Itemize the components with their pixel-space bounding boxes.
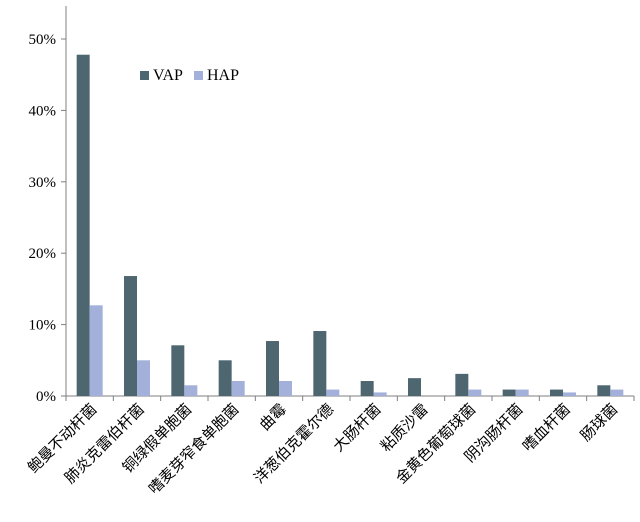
legend-swatch-vap: [140, 71, 149, 80]
bar-vap: [597, 385, 611, 396]
y-tick-label: 40%: [29, 103, 57, 119]
y-tick-label: 10%: [29, 318, 57, 334]
legend-swatch-hap: [194, 71, 203, 80]
bar-vap: [313, 331, 327, 396]
legend: VAP HAP: [140, 67, 239, 84]
legend-label-hap: HAP: [207, 67, 239, 84]
bar-vap: [266, 341, 279, 396]
category-label: 大肠杆菌: [329, 400, 384, 455]
bar-vap: [124, 276, 137, 396]
legend-label-vap: VAP: [153, 67, 183, 84]
y-tick-label: 50%: [29, 32, 57, 48]
bar-hap: [563, 392, 576, 396]
bar-hap: [279, 381, 292, 396]
bar-vap: [550, 389, 563, 396]
bar-vap: [76, 54, 90, 396]
bar-hap: [184, 385, 198, 396]
bars: [76, 54, 624, 396]
y-tick-label: 30%: [29, 175, 57, 191]
bar-vap: [171, 345, 185, 396]
category-label: 肠球菌: [577, 400, 622, 445]
category-label: 曲霉: [256, 400, 290, 434]
bar-vap: [218, 360, 232, 396]
bar-vap: [408, 378, 421, 396]
category-label: 嗜血杆菌: [519, 400, 574, 455]
bar-hap: [468, 389, 482, 396]
bar-hap: [326, 389, 340, 396]
bar-vap: [455, 373, 469, 396]
bar-hap: [610, 389, 624, 396]
y-tick-label: 20%: [29, 246, 57, 262]
bar-vap: [502, 389, 516, 396]
bar-hap: [231, 381, 245, 396]
bar-vap: [360, 381, 374, 396]
x-axis: [65, 395, 635, 401]
bar-hap: [137, 360, 150, 396]
bar-hap: [89, 305, 103, 396]
bar-hap: [373, 392, 387, 396]
bar-hap: [515, 389, 529, 396]
y-axis: 0% 10% 20% 30% 40% 50%: [29, 6, 67, 405]
category-label: 嗜麦芽窄食单胞菌: [145, 400, 243, 498]
y-tick-label: 0%: [36, 389, 56, 405]
